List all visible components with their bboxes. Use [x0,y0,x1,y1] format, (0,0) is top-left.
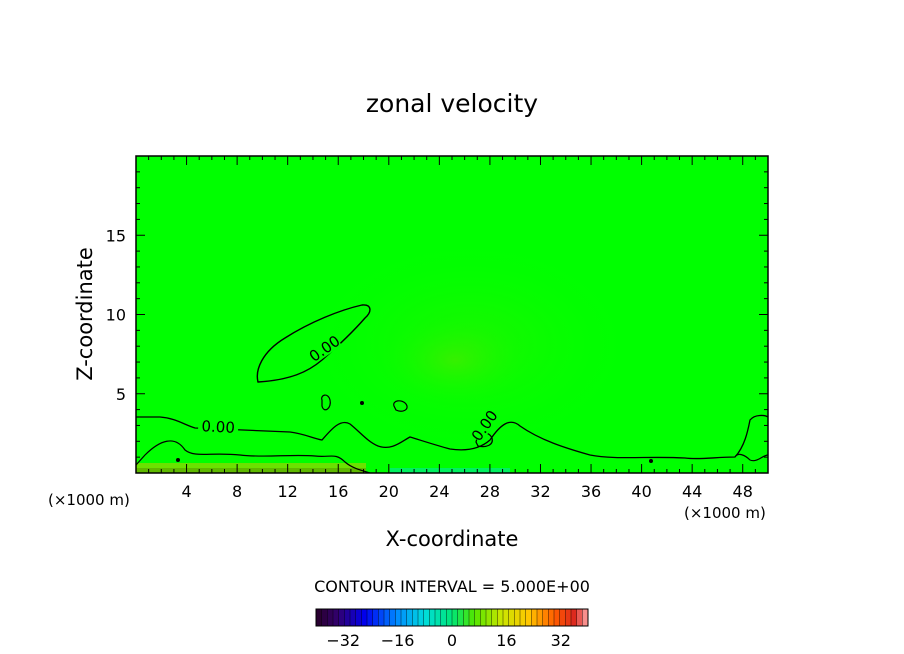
y-tick-label: 15 [106,226,126,245]
near-surface-strip-dark [136,468,366,473]
colorbar-swatch [446,609,453,626]
colorbar-swatch [469,609,475,626]
colorbar-swatch [327,609,334,626]
plot-area [136,156,768,473]
colorbar-swatch [344,609,351,626]
colorbar-swatch [531,609,538,626]
colorbar-swatch [372,609,379,626]
x-unit-right: (×1000 m) [684,504,766,522]
y-tick-labels: 5 10 15 [106,226,126,404]
colorbar-swatch [474,609,481,626]
x-tick-label: 28 [480,482,500,501]
colorbar-swatch [429,609,436,626]
colorbar-tick-label: 0 [447,631,457,650]
colorbar-swatch [508,609,515,626]
weak-positive-core [370,310,540,410]
colorbar-swatch [378,609,385,626]
colorbar-swatch [537,609,543,626]
x-tick-label: 12 [278,482,298,501]
colorbar-swatch [418,609,424,626]
colorbar-swatch [542,609,549,626]
y-axis-label: Z-coordinate [73,247,97,381]
colorbar-tick-labels: −32 −16 0 16 32 [326,631,571,650]
colorbar-swatch [440,609,447,626]
colorbar-swatch [491,609,498,626]
x-tick-label: 36 [581,482,601,501]
colorbar-swatch [389,609,396,626]
contour-dot [360,401,364,405]
x-tick-label: 44 [682,482,702,501]
colorbar-swatch [480,609,487,626]
x-tick-label: 32 [530,482,550,501]
colorbar-swatch [452,609,458,626]
contour-label-2: 0.00 [197,417,239,437]
colorbar-swatch [412,609,419,626]
near-surface-cyan [390,468,510,473]
colorbar-swatch [520,609,526,626]
colorbar-swatch [457,609,464,626]
colorbar-swatch [367,609,373,626]
colorbar-swatch [486,609,492,626]
colorbar-swatch [571,609,577,626]
colorbar-swatch [401,609,407,626]
x-tick-label: 4 [181,482,191,501]
x-axis-label: X-coordinate [386,527,519,551]
contour-line-small-1 [321,394,331,411]
x-tick-label: 48 [733,482,753,501]
colorbar-swatch [463,609,470,626]
colorbar-swatch [406,609,413,626]
contour-line-surface [136,440,371,473]
colorbar-swatch [582,609,589,626]
colorbar-swatch [321,609,328,626]
x-tick-label: 40 [631,482,651,501]
x-tick-label: 20 [379,482,399,501]
colorbar-swatch [384,609,390,626]
contour-dot [649,459,653,463]
colorbar-swatch [514,609,521,626]
colorbar-swatch [423,609,430,626]
colorbar-swatch [548,609,555,626]
contour-line-lower-band [136,414,768,460]
colorbar-swatch [559,609,566,626]
x-tick-labels: 4 8 12 16 20 24 28 32 36 40 44 48 [181,482,752,501]
colorbar-tick-label: −16 [381,631,415,650]
contour-label-text: 0.00 [201,417,235,437]
y-tick-label: 5 [116,385,126,404]
colorbar-swatch [435,609,441,626]
y-tick-label: 10 [106,306,126,325]
contour-dot [176,458,180,462]
contour-line-small-2 [393,400,408,412]
colorbar-swatch [355,609,362,626]
x-tick-label: 16 [328,482,348,501]
colorbar-swatch [333,609,339,626]
colorbar-swatch [350,609,356,626]
x-unit-left: (×1000 m) [48,491,130,509]
colorbar-swatch [503,609,509,626]
x-tick-label: 8 [232,482,242,501]
colorbar-swatch [361,609,368,626]
x-tick-label: 24 [429,482,449,501]
colorbar-tick-label: 16 [496,631,516,650]
colorbar-swatch [554,609,560,626]
colorbar-swatch [338,609,345,626]
colorbar-swatch [525,609,532,626]
colorbar-swatch [497,609,504,626]
contour-line-upper-loop [256,304,371,383]
colorbar-swatch [576,609,583,626]
colorbar [315,609,589,626]
chart-title: zonal velocity [366,89,538,118]
contour-line-right-edge [734,453,768,462]
colorbar-swatch [565,609,572,626]
colorbar-tick-label: −32 [326,631,360,650]
colorbar-swatch [395,609,402,626]
contour-interval-label: CONTOUR INTERVAL = 5.000E+00 [314,577,590,596]
axis-ticks [136,156,768,473]
colorbar-tick-label: 32 [551,631,571,650]
colorbar-swatch [316,609,322,626]
colorbar-frame [315,608,589,627]
